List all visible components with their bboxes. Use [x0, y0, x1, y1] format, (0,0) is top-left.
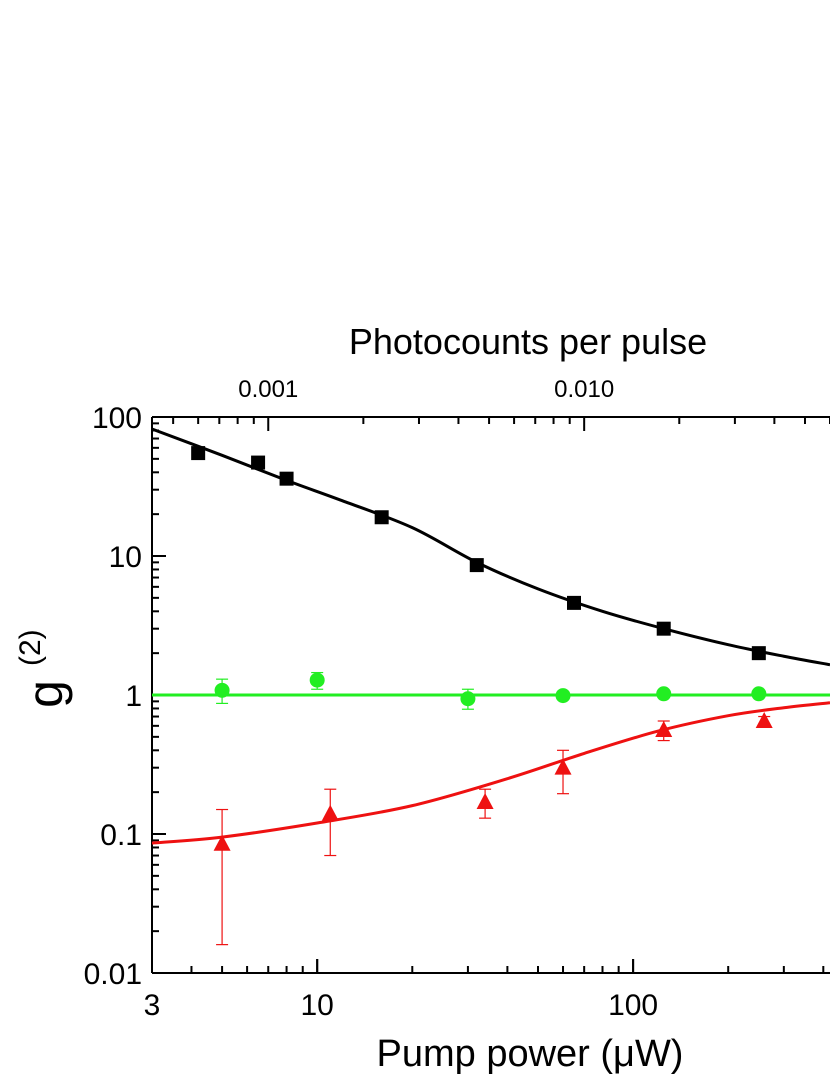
data-point-triangle: [554, 758, 572, 775]
y-tick-label: 1: [125, 680, 142, 713]
data-markers: [191, 446, 773, 851]
x-axis-title-text: Pump power (μW): [377, 1033, 684, 1075]
x-tick-label: 3: [144, 989, 161, 1022]
y-tick-label: 0.01: [84, 958, 142, 991]
data-point-triangle: [213, 834, 231, 851]
data-point-triangle: [655, 721, 673, 738]
x-tick-label: 10: [300, 989, 333, 1022]
x-tick-label: 100: [608, 989, 658, 1022]
data-point-square: [191, 446, 206, 461]
data-point-square: [374, 510, 389, 525]
data-point-circle: [751, 686, 767, 702]
data-point-circle: [214, 682, 230, 698]
fit-curve-red-triangles: [151, 701, 830, 845]
data-point-triangle: [755, 712, 773, 729]
y-axis-title-superscript: (2): [14, 629, 47, 666]
fit-curves: [151, 427, 830, 845]
data-point-square: [279, 471, 294, 486]
y-tick-label: 0.1: [100, 819, 142, 852]
data-point-triangle: [321, 804, 339, 821]
top-tick-label: 0.001: [238, 376, 298, 403]
top-tick-label: 0.010: [554, 376, 614, 403]
y-axis-title: g (2): [14, 629, 73, 708]
data-point-square: [469, 558, 484, 573]
data-point-square: [567, 595, 582, 610]
y-tick-label: 100: [92, 402, 142, 435]
data-point-circle: [656, 686, 672, 702]
fit-curve-black-squares: [151, 427, 830, 667]
data-point-circle: [309, 672, 325, 688]
axis-labels: Pump power (μW) Photocounts per pulse g …: [14, 321, 707, 1075]
data-point-square: [251, 455, 266, 470]
top-axis-title: Photocounts per pulse: [349, 321, 707, 362]
y-axis-title-main: g: [17, 680, 73, 708]
x-axis-title: Pump power (μW): [377, 1033, 684, 1075]
data-point-circle: [555, 688, 571, 704]
data-point-circle: [460, 691, 476, 707]
y-tick-label: 10: [109, 541, 142, 574]
data-point-square: [751, 646, 766, 661]
data-point-square: [656, 621, 671, 636]
axes-group: 3 10 100 0.01 0.1 1 10 100 0.001 0.010: [84, 376, 830, 1022]
data-point-triangle: [476, 792, 494, 809]
